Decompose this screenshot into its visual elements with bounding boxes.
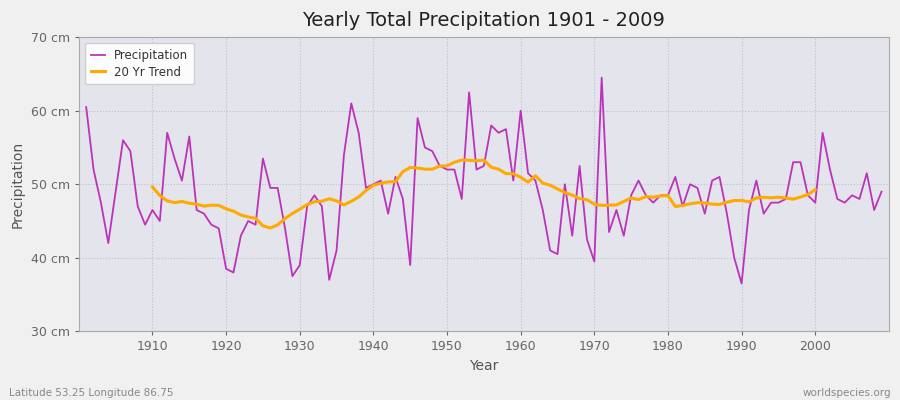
Title: Yearly Total Precipitation 1901 - 2009: Yearly Total Precipitation 1901 - 2009 [302,11,665,30]
20 Yr Trend [324,196,335,201]
20 Yr Trend [810,187,821,192]
20 Yr Trend [147,184,158,189]
Precipitation [736,281,747,286]
Precipitation [140,222,150,227]
20 Yr Trend [544,183,555,188]
Precipitation [597,75,608,80]
Text: worldspecies.org: worldspecies.org [803,388,891,398]
Line: 20 Yr Trend: 20 Yr Trend [152,160,815,228]
20 Yr Trend [456,158,467,162]
Precipitation [81,105,92,110]
Precipitation [611,208,622,212]
20 Yr Trend [722,200,733,205]
Precipitation [508,178,518,183]
Y-axis label: Precipitation: Precipitation [11,141,25,228]
Precipitation [346,101,356,106]
20 Yr Trend [228,209,238,214]
20 Yr Trend [309,199,320,204]
Legend: Precipitation, 20 Yr Trend: Precipitation, 20 Yr Trend [85,43,194,84]
Line: Precipitation: Precipitation [86,78,881,284]
20 Yr Trend [265,226,275,230]
Precipitation [302,204,312,209]
Text: Latitude 53.25 Longitude 86.75: Latitude 53.25 Longitude 86.75 [9,388,174,398]
20 Yr Trend [803,192,814,197]
X-axis label: Year: Year [469,359,499,373]
Precipitation [516,108,526,113]
Precipitation [876,189,886,194]
